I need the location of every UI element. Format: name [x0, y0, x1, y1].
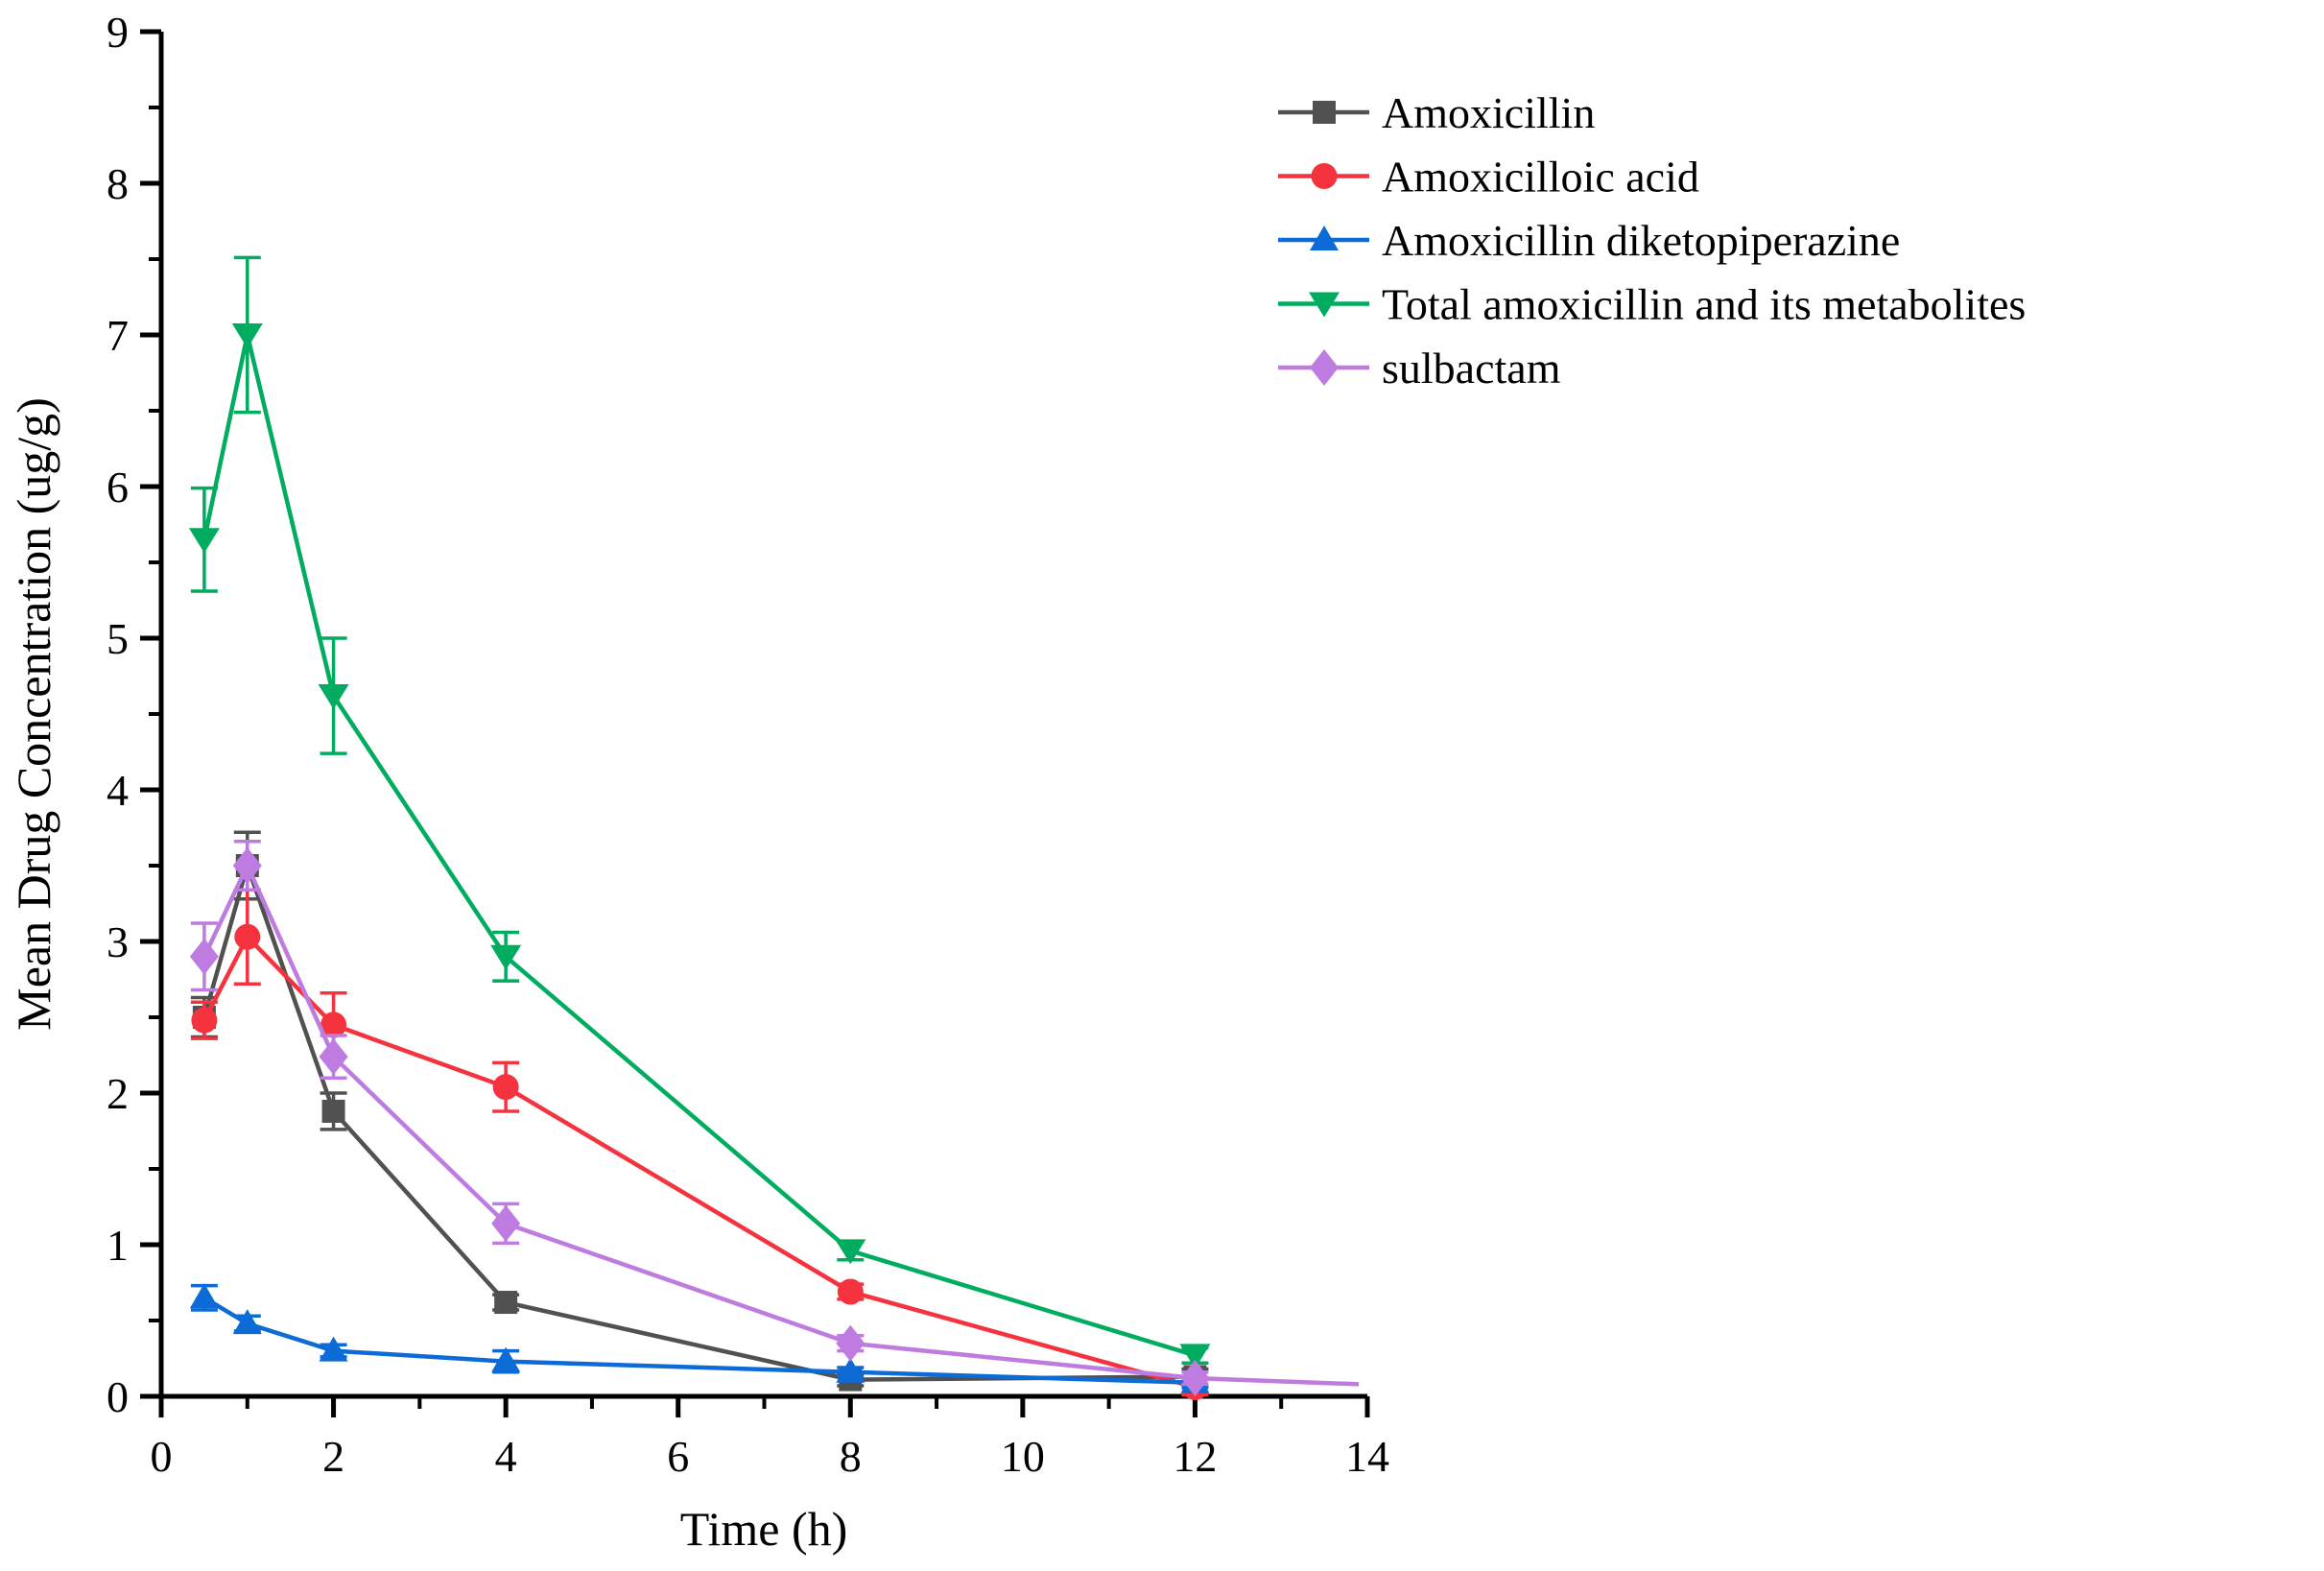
triangle-down-marker: [835, 1239, 866, 1265]
triangle-up-marker: [319, 1336, 348, 1362]
x-tick-label: 8: [840, 1432, 862, 1481]
series-amoxicillin: [190, 830, 1209, 1392]
series-sulbactam: [189, 839, 1360, 1397]
y-tick-label: 7: [107, 311, 129, 360]
y-tick-label: 9: [107, 8, 129, 57]
circle-marker: [234, 923, 261, 950]
legend-item-amoxicilloic-acid: Amoxicilloic acid: [1278, 153, 1699, 202]
diamond-marker: [1310, 349, 1339, 386]
circle-marker: [191, 1007, 218, 1034]
circle-marker: [1311, 163, 1338, 189]
x-tick-label: 2: [322, 1432, 344, 1481]
series-amoxicillin-diketopiperazine: [189, 1283, 1210, 1393]
series-amoxicilloic-acid: [190, 888, 1209, 1401]
y-tick-label: 5: [107, 614, 129, 663]
x-tick-label: 4: [495, 1432, 517, 1481]
diamond-marker: [189, 938, 219, 975]
series-line: [202, 933, 1197, 1390]
x-tick-label: 14: [1345, 1432, 1389, 1481]
triangle-down-marker: [231, 323, 263, 348]
triangle-down-marker: [318, 684, 349, 710]
square-marker: [321, 1099, 345, 1123]
x-tick-label: 12: [1173, 1432, 1217, 1481]
legend: Amoxicillin Amoxicilloic acid Amoxicillin …: [1278, 88, 2026, 393]
y-tick-label: 1: [107, 1221, 129, 1270]
circle-marker: [492, 1074, 519, 1101]
triangle-up-marker: [491, 1346, 521, 1372]
triangle-up-marker: [189, 1283, 219, 1309]
circle-marker: [320, 1012, 347, 1038]
legend-item-amoxicillin-diketopiperazine: Amoxicillin diketopiperazine: [1278, 216, 1900, 265]
diamond-marker: [319, 1038, 348, 1076]
legend-label: Amoxicilloic acid: [1382, 153, 1699, 202]
y-tick-label: 2: [107, 1069, 129, 1118]
circle-marker: [837, 1278, 864, 1305]
y-tick-label: 8: [107, 159, 129, 208]
square-marker: [494, 1291, 518, 1315]
legend-label: Total amoxicillin and its metabolites: [1382, 280, 2026, 329]
y-tick-label: 0: [107, 1372, 129, 1421]
y-tick-label: 6: [107, 463, 129, 512]
diamond-marker: [232, 847, 262, 884]
legend-label: Amoxicillin diketopiperazine: [1382, 216, 1900, 265]
y-tick-label: 4: [107, 766, 129, 815]
legend-label: Amoxicillin: [1382, 88, 1595, 137]
series-line: [202, 1296, 1196, 1386]
x-tick-label: 6: [667, 1432, 689, 1481]
x-tick-label: 10: [1001, 1432, 1045, 1481]
triangle-up-marker: [232, 1309, 262, 1335]
y-tick-label: 3: [107, 917, 129, 966]
triangle-down-marker: [1309, 292, 1340, 318]
legend-item-sulbactam: sulbactam: [1278, 344, 1561, 393]
diamond-marker: [491, 1204, 521, 1242]
triangle-up-marker: [1310, 226, 1339, 250]
x-tick-label: 0: [151, 1432, 173, 1481]
series-line: [202, 334, 1197, 1358]
y-axis-title: Mean Drug Concentration (ug/g): [7, 397, 60, 1031]
triangle-down-marker: [188, 528, 220, 554]
x-axis-title: Time (h): [680, 1502, 848, 1556]
triangle-up-marker: [836, 1357, 866, 1383]
diamond-marker: [836, 1324, 866, 1362]
legend-item-total-amoxicillin-and-its-metabolites: Total amoxicillin and its metabolites: [1278, 280, 2026, 329]
legend-label: sulbactam: [1382, 344, 1561, 393]
series-line: [202, 860, 1360, 1387]
triangle-down-marker: [490, 944, 522, 970]
series-total-amoxicillin-and-its-metabolites: [188, 255, 1211, 1369]
legend-item-amoxicillin: Amoxicillin: [1278, 88, 1595, 137]
triangle-down-marker: [1179, 1344, 1211, 1369]
diamond-marker: [1180, 1360, 1210, 1397]
square-marker: [1313, 101, 1336, 124]
